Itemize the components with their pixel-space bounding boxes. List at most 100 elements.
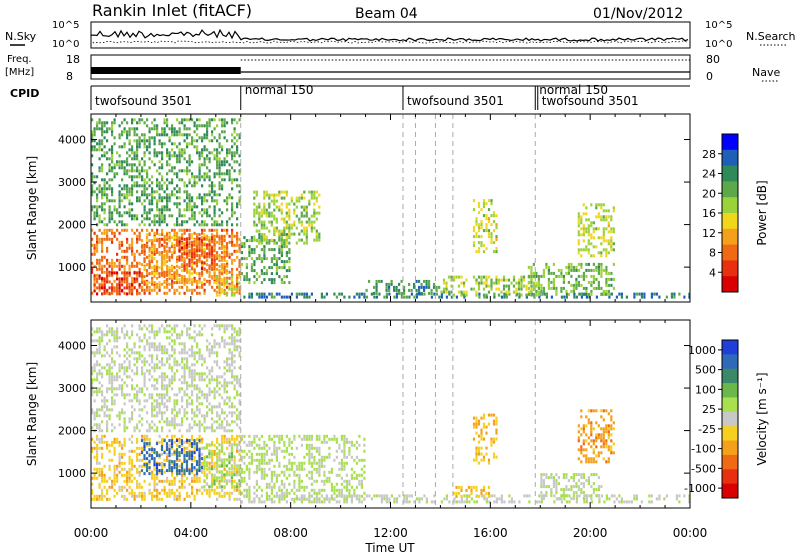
velocity-cell — [565, 500, 568, 504]
power-cell — [238, 270, 241, 274]
power-cell — [175, 275, 179, 279]
power-cell — [205, 252, 209, 256]
power-cell — [535, 274, 538, 278]
power-cell — [193, 243, 196, 247]
power-cell — [188, 217, 191, 221]
power-cell — [653, 292, 656, 296]
power-cell — [208, 245, 211, 249]
velocity-cell — [303, 434, 306, 438]
power-cell — [168, 255, 171, 259]
power-cell — [530, 274, 533, 278]
power-cell — [183, 139, 186, 143]
power-cell — [191, 175, 194, 179]
power-cell — [173, 272, 176, 276]
power-cell — [231, 196, 234, 200]
power-cell — [288, 281, 291, 285]
power-cell — [445, 295, 448, 299]
velocity-cell — [108, 464, 111, 468]
power-cell — [587, 280, 590, 284]
power-cell — [103, 279, 106, 283]
velocity-cell — [240, 437, 243, 441]
velocity-cell — [203, 467, 206, 471]
power-cell — [103, 217, 106, 221]
power-cell — [121, 193, 124, 197]
velocity-cell — [248, 440, 251, 444]
power-cell — [171, 181, 174, 185]
power-cell — [602, 209, 605, 213]
power-cell — [111, 166, 114, 170]
power-cell — [146, 139, 149, 143]
power-cell — [221, 145, 224, 149]
power-cell — [226, 121, 229, 125]
power-cell — [131, 157, 134, 161]
velocity-cell — [118, 440, 121, 444]
freq-tick-top: 18 — [66, 53, 80, 66]
power-cell — [293, 211, 296, 215]
velocity-cell — [93, 494, 96, 498]
power-cell — [176, 223, 179, 227]
velocity-cell — [300, 467, 303, 471]
velocity-cell — [260, 470, 263, 474]
power-cell — [153, 127, 156, 131]
power-cell — [530, 277, 533, 281]
velocity-cell — [333, 458, 336, 462]
power-cell — [575, 268, 578, 272]
power-cell — [136, 157, 139, 161]
velocity-cell — [288, 458, 291, 462]
velocity-cell — [198, 479, 201, 483]
power-cell — [136, 237, 139, 241]
power-cell — [218, 214, 221, 218]
power-cell — [560, 286, 563, 290]
velocity-cell — [233, 440, 236, 444]
power-cell — [121, 255, 124, 259]
power-cell — [201, 124, 204, 128]
velocity-cell — [166, 434, 169, 438]
power-cell — [475, 232, 478, 236]
power-cell — [151, 190, 154, 194]
power-cell — [181, 214, 184, 218]
velocity-cell — [590, 500, 593, 504]
velocity-cell — [238, 464, 241, 468]
power-cell — [582, 248, 585, 252]
velocity-cell — [288, 443, 291, 447]
power-cell — [91, 163, 94, 167]
velocity-cell — [223, 461, 226, 465]
power-cell — [213, 276, 216, 280]
power-cell — [605, 248, 608, 252]
velocity-cell — [477, 461, 481, 465]
power-cell — [495, 250, 498, 254]
power-cell — [183, 151, 186, 155]
power-cell — [248, 292, 251, 296]
power-cell — [173, 248, 176, 252]
power-cell — [175, 239, 179, 243]
power-cell — [495, 238, 498, 242]
power-cell — [221, 228, 224, 232]
velocity-cell — [175, 472, 179, 476]
power-cell — [185, 237, 189, 241]
power-cell — [547, 268, 550, 272]
power-cell — [153, 231, 156, 235]
velocity-cell — [141, 491, 144, 495]
velocity-cell — [575, 494, 578, 498]
power-cell — [193, 257, 196, 261]
power-cell — [218, 281, 221, 285]
power-cell — [575, 295, 578, 299]
power-cell — [305, 235, 308, 239]
velocity-cell — [128, 470, 131, 474]
velocity-cell — [191, 491, 194, 495]
power-cell — [223, 130, 226, 134]
velocity-cell — [338, 443, 341, 447]
power-cell — [288, 248, 291, 252]
power-cell — [211, 190, 214, 194]
power-cell — [113, 220, 116, 224]
power-cell — [216, 202, 219, 206]
power-cell — [155, 248, 159, 252]
power-cell — [580, 233, 583, 237]
power-cell — [171, 282, 174, 286]
velocity-cell — [128, 467, 131, 471]
power-cell — [113, 118, 116, 122]
velocity-cell — [590, 409, 593, 413]
power-cell — [315, 211, 318, 215]
velocity-cell — [475, 455, 478, 459]
power-cell — [91, 193, 94, 197]
